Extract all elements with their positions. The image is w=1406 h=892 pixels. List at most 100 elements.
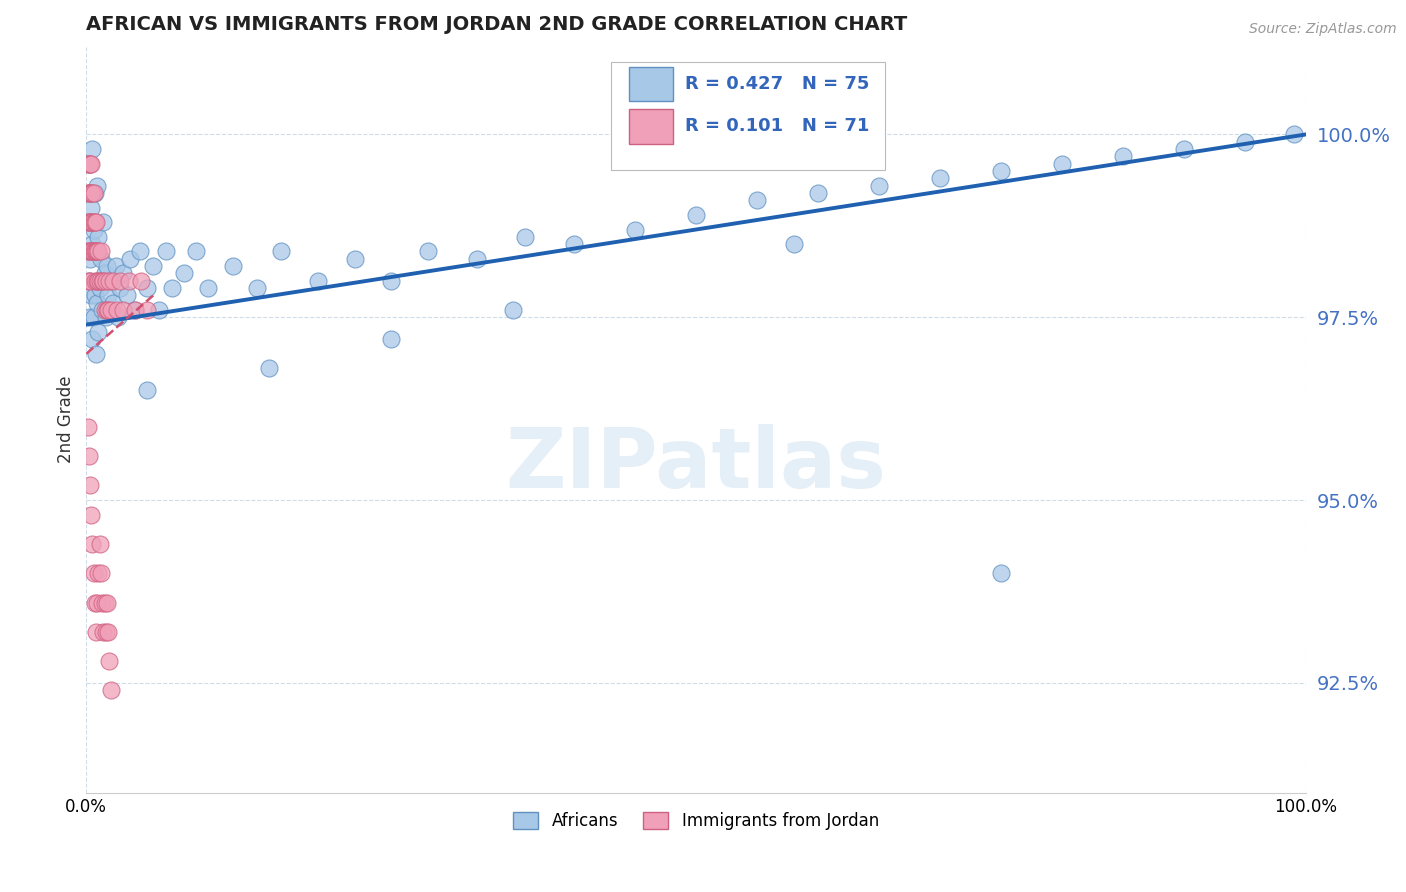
Point — [90, 244, 112, 259]
Point — [79, 186, 101, 200]
Point — [97, 624, 120, 639]
Point — [118, 274, 141, 288]
Point — [515, 229, 537, 244]
Point — [87, 244, 110, 259]
Point — [929, 171, 952, 186]
Point — [104, 259, 127, 273]
Point — [173, 266, 195, 280]
Point — [100, 274, 122, 288]
Point — [79, 244, 101, 259]
Point — [80, 508, 103, 522]
Point — [80, 215, 103, 229]
Point — [1112, 149, 1135, 163]
Point — [96, 259, 118, 273]
Point — [86, 595, 108, 609]
Point — [1050, 157, 1073, 171]
Point — [100, 302, 122, 317]
Point — [83, 186, 105, 200]
Point — [136, 281, 159, 295]
Point — [83, 566, 105, 581]
Point — [87, 229, 110, 244]
Point — [257, 361, 280, 376]
Point — [136, 302, 159, 317]
Point — [990, 566, 1012, 581]
Point — [685, 208, 707, 222]
Point — [97, 302, 120, 317]
Text: AFRICAN VS IMMIGRANTS FROM JORDAN 2ND GRADE CORRELATION CHART: AFRICAN VS IMMIGRANTS FROM JORDAN 2ND GR… — [86, 15, 907, 34]
Point — [136, 384, 159, 398]
Point — [82, 537, 104, 551]
Point — [129, 244, 152, 259]
Point — [98, 654, 121, 668]
Point — [80, 157, 103, 171]
Point — [96, 595, 118, 609]
Point — [77, 215, 100, 229]
Point — [111, 266, 134, 280]
Point — [97, 288, 120, 302]
Point — [77, 274, 100, 288]
Point — [83, 274, 105, 288]
Point — [79, 252, 101, 266]
Point — [90, 566, 112, 581]
Point — [76, 215, 98, 229]
Point — [93, 302, 115, 317]
FancyBboxPatch shape — [628, 67, 673, 101]
Point — [782, 237, 804, 252]
Point — [82, 237, 104, 252]
Point — [80, 288, 103, 302]
Point — [101, 274, 124, 288]
Point — [84, 624, 107, 639]
Point — [94, 310, 117, 325]
Point — [94, 624, 117, 639]
Point — [416, 244, 439, 259]
Point — [82, 186, 104, 200]
Point — [79, 310, 101, 325]
Point — [76, 215, 98, 229]
Point — [79, 215, 101, 229]
Point — [380, 274, 402, 288]
Point — [76, 157, 98, 171]
Point — [87, 274, 110, 288]
Legend: Africans, Immigrants from Jordan: Africans, Immigrants from Jordan — [506, 805, 886, 837]
Point — [83, 215, 105, 229]
Point — [83, 310, 105, 325]
Point — [77, 186, 100, 200]
Point — [807, 186, 830, 200]
Point — [79, 274, 101, 288]
Point — [1282, 128, 1305, 142]
Point — [184, 244, 207, 259]
Point — [86, 274, 108, 288]
Point — [84, 244, 107, 259]
Point — [79, 478, 101, 492]
Point — [1233, 135, 1256, 149]
Point — [380, 332, 402, 346]
Point — [83, 186, 105, 200]
Point — [76, 420, 98, 434]
Point — [91, 274, 114, 288]
Point — [93, 624, 115, 639]
Point — [89, 537, 111, 551]
Point — [110, 274, 132, 288]
Text: R = 0.427   N = 75: R = 0.427 N = 75 — [685, 75, 869, 93]
Point — [197, 281, 219, 295]
Point — [96, 302, 118, 317]
Point — [115, 288, 138, 302]
Point — [87, 566, 110, 581]
Point — [124, 302, 146, 317]
Point — [155, 244, 177, 259]
Point — [221, 259, 243, 273]
Point — [82, 142, 104, 156]
Point — [91, 595, 114, 609]
Point — [76, 186, 98, 200]
Point — [82, 332, 104, 346]
Point — [160, 281, 183, 295]
FancyBboxPatch shape — [628, 110, 673, 144]
Point — [100, 683, 122, 698]
Text: ZIPatlas: ZIPatlas — [506, 424, 887, 505]
Point — [83, 244, 105, 259]
Point — [93, 595, 115, 609]
Point — [90, 252, 112, 266]
Point — [83, 595, 105, 609]
Point — [84, 244, 107, 259]
Point — [80, 186, 103, 200]
